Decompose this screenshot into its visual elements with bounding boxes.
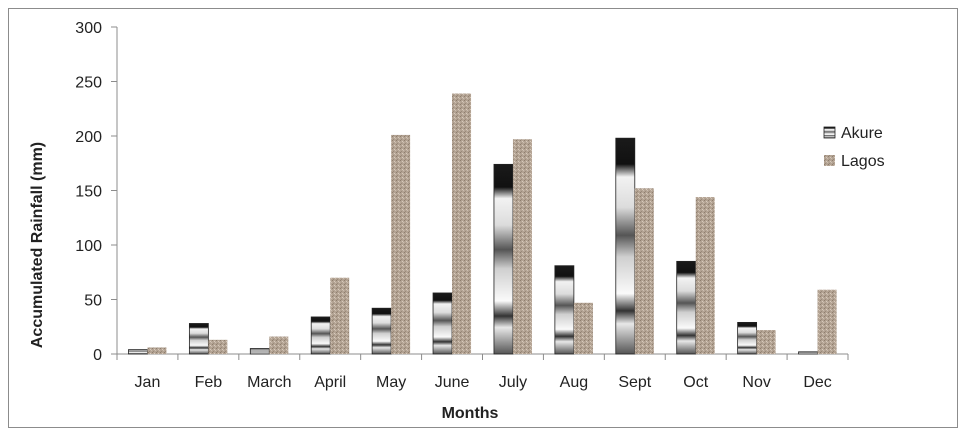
- bar-lagos-june: [452, 93, 472, 355]
- bar-akure-june: [432, 292, 453, 355]
- x-tick-label: June: [435, 374, 470, 391]
- bar-akure-april: [310, 316, 331, 355]
- bar-akure-july: [493, 163, 514, 355]
- x-tick-label: April: [314, 374, 346, 391]
- x-tick-label: March: [247, 374, 291, 391]
- bar-lagos-dec: [817, 289, 837, 354]
- bars: [128, 93, 837, 355]
- bar-lagos-march: [269, 336, 289, 354]
- y-tick-label: 250: [75, 75, 102, 92]
- x-tick-label: May: [376, 374, 406, 391]
- bar-akure-jan: [128, 349, 148, 355]
- bar-lagos-april: [330, 277, 350, 354]
- legend-swatch-akure: [823, 126, 836, 139]
- x-tick-label: Oct: [683, 374, 708, 391]
- y-tick-label: 200: [75, 129, 102, 146]
- y-tick-label: 50: [84, 293, 102, 310]
- bar-akure-oct: [676, 260, 697, 355]
- y-tick-label: 300: [75, 20, 102, 37]
- x-axis: Jan Feb March April May June July Aug Sept Oct Nov…: [116, 353, 849, 391]
- x-tick-label: July: [499, 374, 527, 391]
- bar-akure-feb: [188, 323, 209, 355]
- y-tick-label: 150: [75, 184, 102, 201]
- bar-lagos-jan: [147, 347, 167, 354]
- bar-akure-nov: [737, 321, 758, 355]
- y-axis-title: Accumulated Rainfall (mm): [29, 142, 46, 348]
- bar-akure-aug: [554, 265, 575, 355]
- y-tick-label: 100: [75, 238, 102, 255]
- y-tick-label: 0: [93, 347, 102, 364]
- bar-akure-march: [249, 348, 270, 355]
- legend-label-akure: Akure: [841, 125, 883, 142]
- x-tick-label: Aug: [560, 374, 588, 391]
- bar-lagos-nov: [756, 330, 776, 354]
- chart-frame: [8, 8, 958, 428]
- bar-lagos-may: [391, 134, 411, 354]
- bar-lagos-feb: [208, 339, 228, 354]
- x-tick-label: Jan: [135, 374, 161, 391]
- bar-lagos-aug: [573, 302, 593, 354]
- x-tick-label: Sept: [618, 374, 651, 391]
- bar-lagos-july: [512, 139, 532, 354]
- legend: Akure Lagos: [823, 125, 885, 170]
- legend-swatch-lagos: [824, 155, 835, 166]
- bar-akure-dec: [798, 351, 818, 355]
- x-tick-label: Nov: [742, 374, 770, 391]
- legend-label-lagos: Lagos: [841, 153, 885, 170]
- bar-lagos-sept: [634, 188, 654, 354]
- x-axis-title: Months: [442, 405, 499, 422]
- x-tick-label: Feb: [195, 374, 223, 391]
- y-axis: 0 50 100 150 200 250 300: [75, 20, 118, 364]
- x-tick-label: Dec: [803, 374, 831, 391]
- bar-akure-sept: [615, 137, 636, 355]
- bar-akure-may: [371, 307, 392, 355]
- bar-lagos-oct: [695, 197, 715, 354]
